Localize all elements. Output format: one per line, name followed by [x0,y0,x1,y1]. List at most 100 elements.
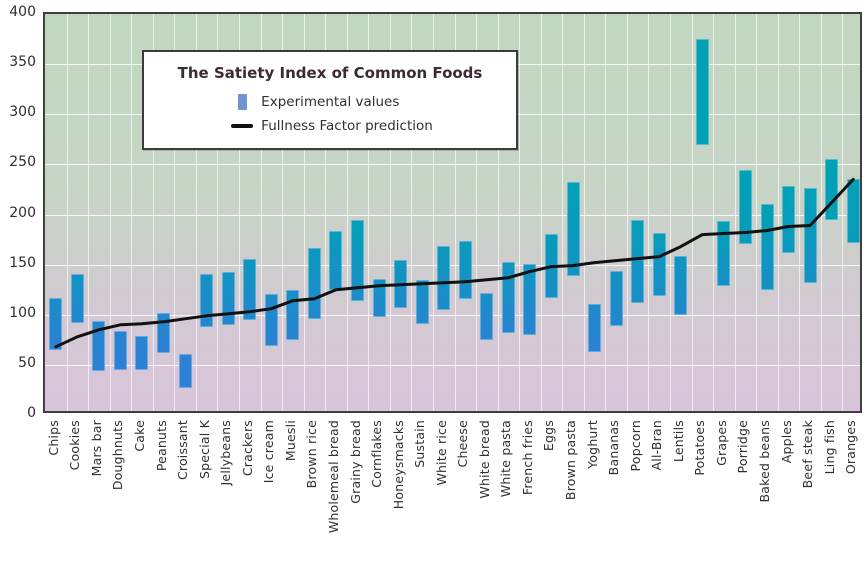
bar-crackers[interactable] [243,258,257,320]
bar-wholemeal-bread[interactable] [329,230,343,290]
x-tick-label-baked-beans: Baked beans [757,420,772,503]
legend-item-prediction[interactable]: Fullness Factor prediction [227,114,433,138]
x-tick-label-wholemeal-bread: Wholemeal bread [325,420,341,534]
bar-jellybeans[interactable] [221,271,235,325]
bar-porridge[interactable] [738,170,752,244]
x-tick-label-oranges: Oranges [843,420,859,475]
bar-doughnuts[interactable] [113,330,127,370]
bar-white-rice[interactable] [437,245,451,310]
y-tick-label: 200 [9,204,36,221]
bar-lentils[interactable] [674,255,688,315]
x-tick-label-white-rice: White rice [433,420,449,486]
x-tick-label-special-k: Special K [196,420,212,480]
bar-swatch-icon [237,94,247,110]
x-tick-label-bananas: Bananas [606,420,622,476]
bar-grapes[interactable] [717,220,731,286]
x-tick-label-white-bread: White bread [476,420,492,499]
x-tick-label-chips: Chips [45,420,61,456]
bar-honeysmacks[interactable] [394,259,408,308]
v-gridline [583,14,585,411]
v-gridline [842,14,844,411]
y-tick-label: 250 [9,154,36,171]
x-tick-label-french-fries: French fries [519,420,535,496]
x-tick-label-cookies: Cookies [67,420,83,471]
bar-ice-cream[interactable] [264,293,278,346]
v-gridline [66,14,68,411]
v-gridline [670,14,672,411]
bar-cornflakes[interactable] [372,278,386,317]
y-tick-label: 350 [9,54,36,71]
y-tick-label: 0 [27,405,36,421]
bar-popcorn[interactable] [631,219,645,303]
x-tick-label-all-bran: All-Bran [649,420,665,471]
y-tick-label: 50 [18,354,36,371]
bar-yoghurt[interactable] [588,303,602,352]
y-tick-label: 400 [9,4,36,20]
bar-chips[interactable] [49,297,63,350]
v-gridline [131,14,133,411]
y-tick-label: 300 [9,104,36,121]
x-tick-label-brown-pasta: Brown pasta [563,420,579,501]
x-tick-label-ling-fish: Ling fish [821,420,837,475]
v-gridline [540,14,542,411]
v-gridline [799,14,801,411]
bar-ling-fish[interactable] [825,159,839,220]
v-gridline [605,14,607,411]
x-tick-label-cake: Cake [131,420,147,452]
bar-special-k[interactable] [200,273,214,327]
plot-area: The Satiety Index of Common Foods Experi… [43,12,862,413]
bar-oranges[interactable] [846,179,860,243]
v-gridline [562,14,564,411]
h-gridline [45,364,860,366]
x-tick-label-eggs: Eggs [541,420,557,452]
bar-muesli[interactable] [286,289,300,340]
x-tick-label-grainy-bread: Grainy bread [347,420,363,504]
x-tick-label-beef-steak: Beef steak [800,420,816,489]
x-tick-label-muesli: Muesli [282,420,298,462]
bar-bananas[interactable] [609,270,623,326]
bar-baked-beans[interactable] [760,204,774,290]
x-tick-label-brown-rice: Brown rice [304,420,320,489]
h-gridline [45,264,860,266]
bar-eggs[interactable] [544,233,558,298]
h-gridline [45,214,860,216]
x-tick-label-sustain: Sustain [412,420,428,468]
bar-brown-pasta[interactable] [566,182,580,276]
bar-brown-rice[interactable] [307,247,321,319]
x-tick-label-honeysmacks: Honeysmacks [390,420,406,510]
legend-item-experimental[interactable]: Experimental values [227,90,433,114]
bar-beef-steak[interactable] [803,188,817,283]
x-tick-label-cheese: Cheese [455,420,471,468]
bar-white-pasta[interactable] [501,261,515,333]
v-gridline [691,14,693,411]
x-tick-label-crackers: Crackers [239,420,255,477]
bar-mars-bar[interactable] [92,320,106,371]
bar-cake[interactable] [135,335,149,370]
v-gridline [519,14,521,411]
bar-white-bread[interactable] [480,292,494,340]
y-tick-label: 150 [9,254,36,271]
v-gridline [88,14,90,411]
v-gridline [626,14,628,411]
bar-croissant[interactable] [178,353,192,388]
bar-sustain[interactable] [415,279,429,324]
bar-grainy-bread[interactable] [351,219,364,301]
v-gridline [109,14,111,411]
bar-potatoes[interactable] [695,39,709,146]
v-gridline [713,14,715,411]
bar-apples[interactable] [782,186,796,253]
x-tick-label-potatoes: Potatoes [692,420,708,476]
bar-all-bran[interactable] [652,232,666,296]
bar-cookies[interactable] [70,273,84,323]
bar-peanuts[interactable] [157,312,171,353]
x-tick-label-ice-cream: Ice cream [261,420,277,484]
v-gridline [734,14,736,411]
v-gridline [648,14,650,411]
bar-cheese[interactable] [458,240,472,299]
line-dash-icon [231,124,254,128]
x-tick-label-peanuts: Peanuts [153,420,169,472]
x-tick-label-white-pasta: White pasta [498,420,514,498]
v-gridline [820,14,822,411]
bar-french-fries[interactable] [523,263,537,335]
x-tick-label-porridge: Porridge [735,420,751,474]
